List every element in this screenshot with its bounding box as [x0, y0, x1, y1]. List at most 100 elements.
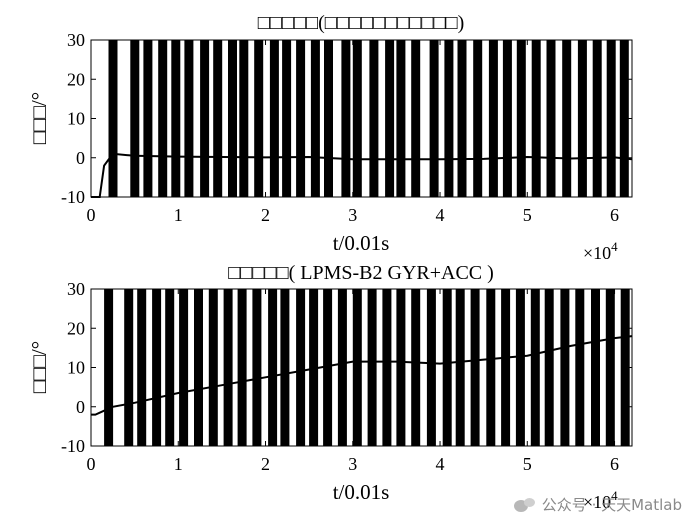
top-band-3 — [158, 40, 168, 197]
top-band-6 — [200, 40, 210, 197]
bottom-band-10 — [252, 289, 262, 446]
bottom-y-tick-label-3: 20 — [67, 318, 85, 338]
bottom-band-21 — [411, 289, 421, 446]
top-y-tick-label-3: 20 — [67, 69, 85, 89]
bottom-bands — [104, 289, 630, 446]
top-x-tick-label-3: 3 — [348, 205, 357, 225]
bottom-band-3 — [152, 289, 162, 446]
bottom-band-17 — [352, 289, 362, 446]
bottom-band-31 — [560, 289, 570, 446]
top-x-tick-label-6: 6 — [610, 205, 619, 225]
bottom-x-tick-label-6: 6 — [610, 454, 619, 474]
top-band-17 — [352, 40, 362, 197]
bottom-band-26 — [486, 289, 496, 446]
bottom-band-13 — [296, 289, 306, 446]
top-x-tick-label-1: 1 — [174, 205, 183, 225]
top-band-2 — [143, 40, 153, 197]
bottom-x-exponent-power: 4 — [611, 488, 618, 503]
bottom-band-28 — [515, 289, 525, 446]
bottom-band-24 — [455, 289, 465, 446]
top-band-29 — [531, 40, 541, 197]
top-series — [91, 152, 633, 198]
top-band-27 — [502, 40, 512, 197]
top-band-8 — [228, 40, 237, 197]
bottom-y-ticks: -10 0 10 20 30 — [61, 279, 632, 456]
top-band-21 — [411, 40, 421, 197]
bottom-band-35 — [620, 289, 630, 446]
top-band-0 — [108, 40, 118, 197]
bottom-band-15 — [323, 289, 333, 446]
bottom-band-22 — [426, 289, 436, 446]
top-x-exponent-base: ×10 — [583, 243, 611, 263]
top-band-11 — [269, 40, 279, 197]
bottom-y-tick-label-2: 10 — [67, 358, 85, 378]
top-band-15 — [324, 40, 333, 197]
top-band-7 — [213, 40, 223, 197]
bottom-y-tick-label-4: 30 — [67, 279, 85, 299]
bottom-band-16 — [337, 289, 347, 446]
bottom-band-8 — [223, 289, 233, 446]
top-band-34 — [606, 40, 616, 197]
bottom-x-tick-label-3: 3 — [348, 454, 357, 474]
bottom-band-11 — [268, 289, 278, 446]
top-band-14 — [310, 40, 320, 197]
top-x-ticks: 0 1 2 3 4 5 6 — [87, 40, 619, 225]
watermark-text: 公众号 · 天天Matlab — [541, 496, 682, 514]
bottom-x-tick-label-0: 0 — [87, 454, 96, 474]
bottom-band-6 — [194, 289, 203, 446]
top-y-tick-label-2: 10 — [67, 109, 85, 129]
bottom-band-7 — [208, 289, 218, 446]
wechat-icon — [513, 497, 536, 513]
bottom-x-ticks: 0 1 2 3 4 5 6 — [87, 289, 619, 474]
top-x-tick-label-2: 2 — [261, 205, 270, 225]
top-band-5 — [184, 40, 194, 197]
top-band-20 — [396, 40, 406, 197]
bottom-series-line-0 — [91, 335, 633, 416]
top-band-9 — [239, 40, 249, 197]
top-band-13 — [296, 40, 306, 197]
bottom-x-tick-label-2: 2 — [261, 454, 270, 474]
top-band-31 — [562, 40, 572, 197]
top-x-exponent: ×104 — [583, 239, 618, 263]
bottom-band-12 — [280, 289, 290, 446]
top-band-26 — [488, 40, 498, 197]
top-x-axis-label: t/0.01s — [333, 231, 390, 255]
top-band-24 — [457, 40, 467, 197]
top-band-28 — [516, 40, 526, 197]
top-y-tick-label-1: 0 — [76, 148, 85, 168]
top-x-tick-label-0: 0 — [87, 205, 96, 225]
bottom-x-tick-label-5: 5 — [523, 454, 532, 474]
bottom-x-tick-label-4: 4 — [436, 454, 445, 474]
bottom-y-tick-label-0: -10 — [61, 436, 85, 456]
top-series-line-0 — [91, 152, 633, 198]
top-band-12 — [282, 40, 292, 197]
top-y-tick-label-0: -10 — [61, 187, 85, 207]
bottom-x-axis-label: t/0.01s — [333, 480, 390, 504]
top-band-19 — [385, 40, 395, 197]
bottom-band-0 — [104, 289, 114, 446]
top-band-35 — [619, 40, 629, 197]
bottom-series — [91, 335, 633, 416]
top-band-4 — [171, 40, 181, 197]
bottom-plot-title: □□□□□( LPMS-B2 GYR+ACC ) — [228, 262, 494, 284]
bottom-band-20 — [396, 289, 406, 446]
bottom-y-tick-label-1: 0 — [76, 397, 85, 417]
bottom-band-14 — [309, 289, 319, 446]
bottom-band-2 — [137, 289, 147, 446]
bottom-band-18 — [367, 289, 377, 446]
bottom-band-1 — [124, 289, 134, 446]
bottom-band-19 — [382, 289, 392, 446]
top-y-axis-label: □□□/° — [27, 92, 51, 144]
top-band-10 — [254, 40, 264, 197]
top-band-23 — [444, 40, 454, 197]
top-band-25 — [473, 40, 483, 197]
top-plot-title: □□□□□(□□□□□□□□□□□) — [258, 12, 465, 34]
top-band-33 — [592, 40, 602, 197]
bottom-band-5 — [179, 289, 189, 446]
bottom-band-30 — [544, 289, 554, 446]
bottom-band-27 — [501, 289, 511, 446]
bottom-band-33 — [591, 289, 600, 446]
